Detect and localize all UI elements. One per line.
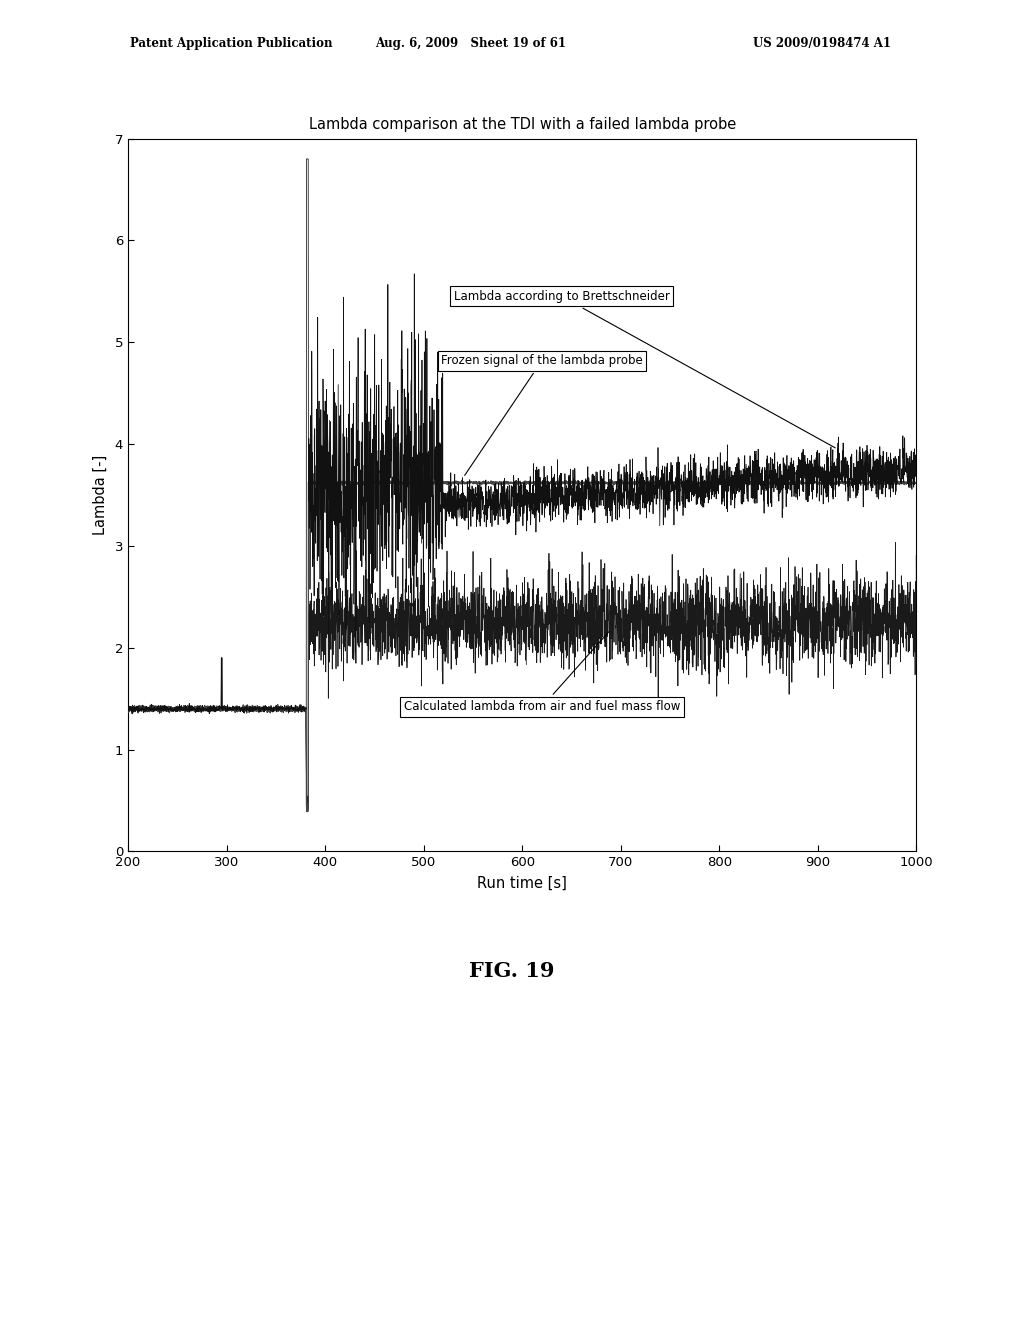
Y-axis label: Lambda [-]: Lambda [-]: [93, 455, 108, 535]
X-axis label: Run time [s]: Run time [s]: [477, 876, 567, 891]
Title: Lambda comparison at the TDI with a failed lambda probe: Lambda comparison at the TDI with a fail…: [308, 117, 736, 132]
Text: FIG. 19: FIG. 19: [469, 961, 555, 981]
Text: Patent Application Publication: Patent Application Publication: [130, 37, 333, 50]
Text: US 2009/0198474 A1: US 2009/0198474 A1: [753, 37, 891, 50]
Text: Aug. 6, 2009   Sheet 19 of 61: Aug. 6, 2009 Sheet 19 of 61: [376, 37, 566, 50]
Text: Frozen signal of the lambda probe: Frozen signal of the lambda probe: [441, 354, 643, 475]
Text: Lambda according to Brettschneider: Lambda according to Brettschneider: [454, 290, 836, 447]
Text: Calculated lambda from air and fuel mass flow: Calculated lambda from air and fuel mass…: [403, 631, 680, 713]
